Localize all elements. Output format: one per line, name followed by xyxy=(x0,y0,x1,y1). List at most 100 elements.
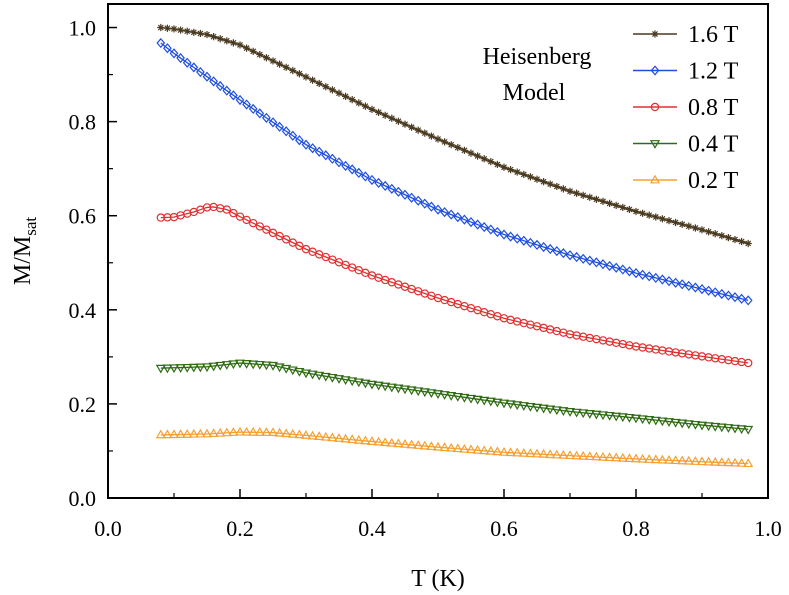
data-point xyxy=(525,402,536,412)
data-point xyxy=(500,163,508,171)
data-point xyxy=(427,132,435,140)
data-point xyxy=(526,237,535,248)
data-point xyxy=(295,70,303,78)
data-point xyxy=(650,454,661,464)
data-point xyxy=(487,158,495,166)
data-point xyxy=(512,447,523,457)
data-point xyxy=(677,455,688,465)
data-point xyxy=(195,363,206,373)
data-point xyxy=(506,231,515,242)
series-0p2-T xyxy=(155,426,754,468)
x-axis-title: T (K) xyxy=(411,566,465,592)
data-point xyxy=(684,280,694,292)
plot-area xyxy=(155,23,754,468)
legend-label: 0.4 T xyxy=(688,132,739,158)
data-point xyxy=(612,201,620,210)
data-point xyxy=(447,141,455,149)
data-point xyxy=(597,411,609,421)
y-tick-label: 0.8 xyxy=(69,110,97,135)
data-point xyxy=(182,429,193,438)
data-point xyxy=(743,295,753,306)
data-point xyxy=(309,76,317,84)
data-point xyxy=(729,457,741,467)
data-point xyxy=(413,440,424,449)
data-point xyxy=(485,397,496,407)
data-point xyxy=(322,83,330,91)
data-point xyxy=(724,234,732,242)
data-point xyxy=(738,237,746,246)
data-point xyxy=(361,102,369,110)
data-point xyxy=(228,360,239,370)
data-point xyxy=(432,390,444,399)
data-point xyxy=(335,89,343,97)
series-1p6-T xyxy=(157,23,752,248)
data-point xyxy=(294,429,305,439)
data-point xyxy=(406,386,417,396)
data-point xyxy=(182,363,193,373)
data-point xyxy=(300,369,312,379)
data-point xyxy=(531,448,543,458)
data-point xyxy=(723,424,734,433)
data-point xyxy=(724,290,733,301)
data-point xyxy=(644,416,655,425)
data-point xyxy=(387,183,397,194)
data-point xyxy=(663,454,675,464)
data-point xyxy=(592,195,600,203)
data-point xyxy=(394,186,403,197)
legend-entry: 0.4 T xyxy=(633,132,739,158)
data-point xyxy=(552,245,562,257)
data-point xyxy=(597,451,609,461)
data-point xyxy=(657,454,668,464)
data-point xyxy=(531,403,543,413)
data-point xyxy=(170,25,178,33)
data-point xyxy=(347,164,357,175)
data-point xyxy=(452,443,463,453)
data-point xyxy=(201,363,213,373)
data-point xyxy=(474,152,482,160)
data-point xyxy=(189,62,199,73)
data-point xyxy=(301,139,311,150)
tick-marks xyxy=(107,26,769,499)
data-point xyxy=(545,405,556,415)
series-0p4-T xyxy=(155,359,754,435)
data-point xyxy=(248,426,259,436)
data-point xyxy=(678,220,686,228)
data-point xyxy=(155,429,166,439)
data-point xyxy=(520,170,528,179)
data-point xyxy=(696,456,708,466)
data-point xyxy=(163,24,171,32)
data-point xyxy=(234,359,246,369)
data-point xyxy=(314,371,325,381)
data-point xyxy=(243,44,251,52)
data-point xyxy=(294,367,305,377)
legend-marker xyxy=(649,140,661,149)
data-point xyxy=(399,385,411,395)
data-point xyxy=(156,37,166,49)
data-point xyxy=(401,120,409,128)
data-point xyxy=(538,404,549,414)
data-point xyxy=(183,27,191,35)
data-point xyxy=(408,123,416,131)
data-point xyxy=(269,57,277,65)
data-point xyxy=(439,442,450,452)
data-point xyxy=(572,251,581,263)
data-point xyxy=(215,427,226,437)
data-point xyxy=(630,414,642,424)
data-point xyxy=(288,130,298,141)
data-point xyxy=(215,361,226,371)
data-point xyxy=(223,37,231,45)
data-point xyxy=(400,189,410,200)
y-tick-label: 1.0 xyxy=(69,16,97,41)
data-point xyxy=(419,440,430,450)
data-point xyxy=(744,358,753,368)
data-point xyxy=(440,206,449,218)
data-point xyxy=(360,379,371,389)
y-axis-title-subscript: sat xyxy=(21,217,40,236)
data-point xyxy=(420,198,430,209)
data-point xyxy=(493,226,502,238)
data-point xyxy=(538,448,549,458)
data-point xyxy=(381,111,389,119)
legend-entry: 0.2 T xyxy=(633,168,739,194)
data-point xyxy=(578,253,588,264)
data-point xyxy=(465,394,477,404)
